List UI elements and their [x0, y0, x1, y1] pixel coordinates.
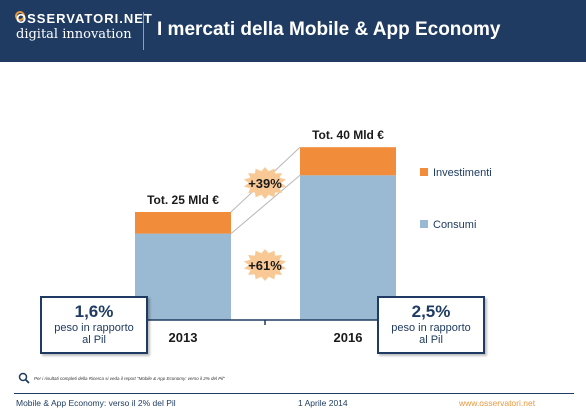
callout-value: 2,5%: [411, 302, 451, 321]
logo-tagline: digital innovation: [16, 27, 132, 42]
bar-consumi-2016: [300, 175, 396, 320]
x-tick-label-2016: 2016: [334, 330, 363, 345]
bar-investimenti-2016: [300, 147, 396, 176]
footer-website-link[interactable]: www.osservatori.net: [459, 398, 536, 408]
growth-badge-investimenti: [243, 167, 287, 199]
chart-area: Tot. 25 Mld € Tot. 40 Mld € 2013 2016 +39% +6…: [0, 62, 586, 362]
bar-consumi-2013: [135, 233, 231, 320]
footer-divider: [14, 393, 574, 394]
logo-ring-icon: [15, 11, 25, 21]
logo-wordmark: OSSERVATORI.NET: [16, 11, 153, 26]
total-label-2016: Tot. 40 Mld €: [312, 128, 384, 142]
growth-label-investimenti: +39%: [248, 176, 282, 191]
connector-consumi: [230, 174, 301, 234]
callout-value: 1,6%: [74, 302, 114, 321]
report-note: Per i risultati completi della Ricerca s…: [34, 376, 225, 381]
footer-report-title: Mobile & App Economy: verso il 2% del Pi…: [16, 398, 176, 408]
footer-date: 1 Aprile 2014: [298, 398, 348, 408]
stacked-bar-chart: Tot. 25 Mld € Tot. 40 Mld € 2013 2016 +39% +6…: [118, 128, 492, 345]
growth-label-consumi: +61%: [248, 258, 282, 273]
legend-label-investimenti: Investimenti: [433, 167, 492, 179]
callout-2013: 1,6% peso in rapporto al Pil: [40, 296, 148, 354]
x-tick-label-2013: 2013: [169, 330, 198, 345]
legend-swatch-consumi: [420, 220, 428, 228]
total-label-2013: Tot. 25 Mld €: [147, 193, 219, 207]
bar-investimenti-2013: [135, 212, 231, 234]
header-divider: [143, 12, 144, 50]
callout-label-line2: al Pil: [419, 334, 443, 346]
legend-swatch-investimenti: [420, 168, 428, 176]
page-title: I mercati della Mobile & App Economy: [157, 19, 501, 40]
legend-label-consumi: Consumi: [433, 219, 476, 231]
callout-label-line2: al Pil: [82, 334, 106, 346]
magnifier-icon: [18, 372, 30, 384]
callout-label-line1: peso in rapporto: [391, 322, 471, 334]
callout-label-line1: peso in rapporto: [54, 322, 134, 334]
growth-badge-consumi: [243, 249, 287, 281]
header-bar: OSSERVATORI.NET digital innovation I mer…: [0, 0, 586, 62]
callout-2016: 2,5% peso in rapporto al Pil: [377, 296, 485, 354]
